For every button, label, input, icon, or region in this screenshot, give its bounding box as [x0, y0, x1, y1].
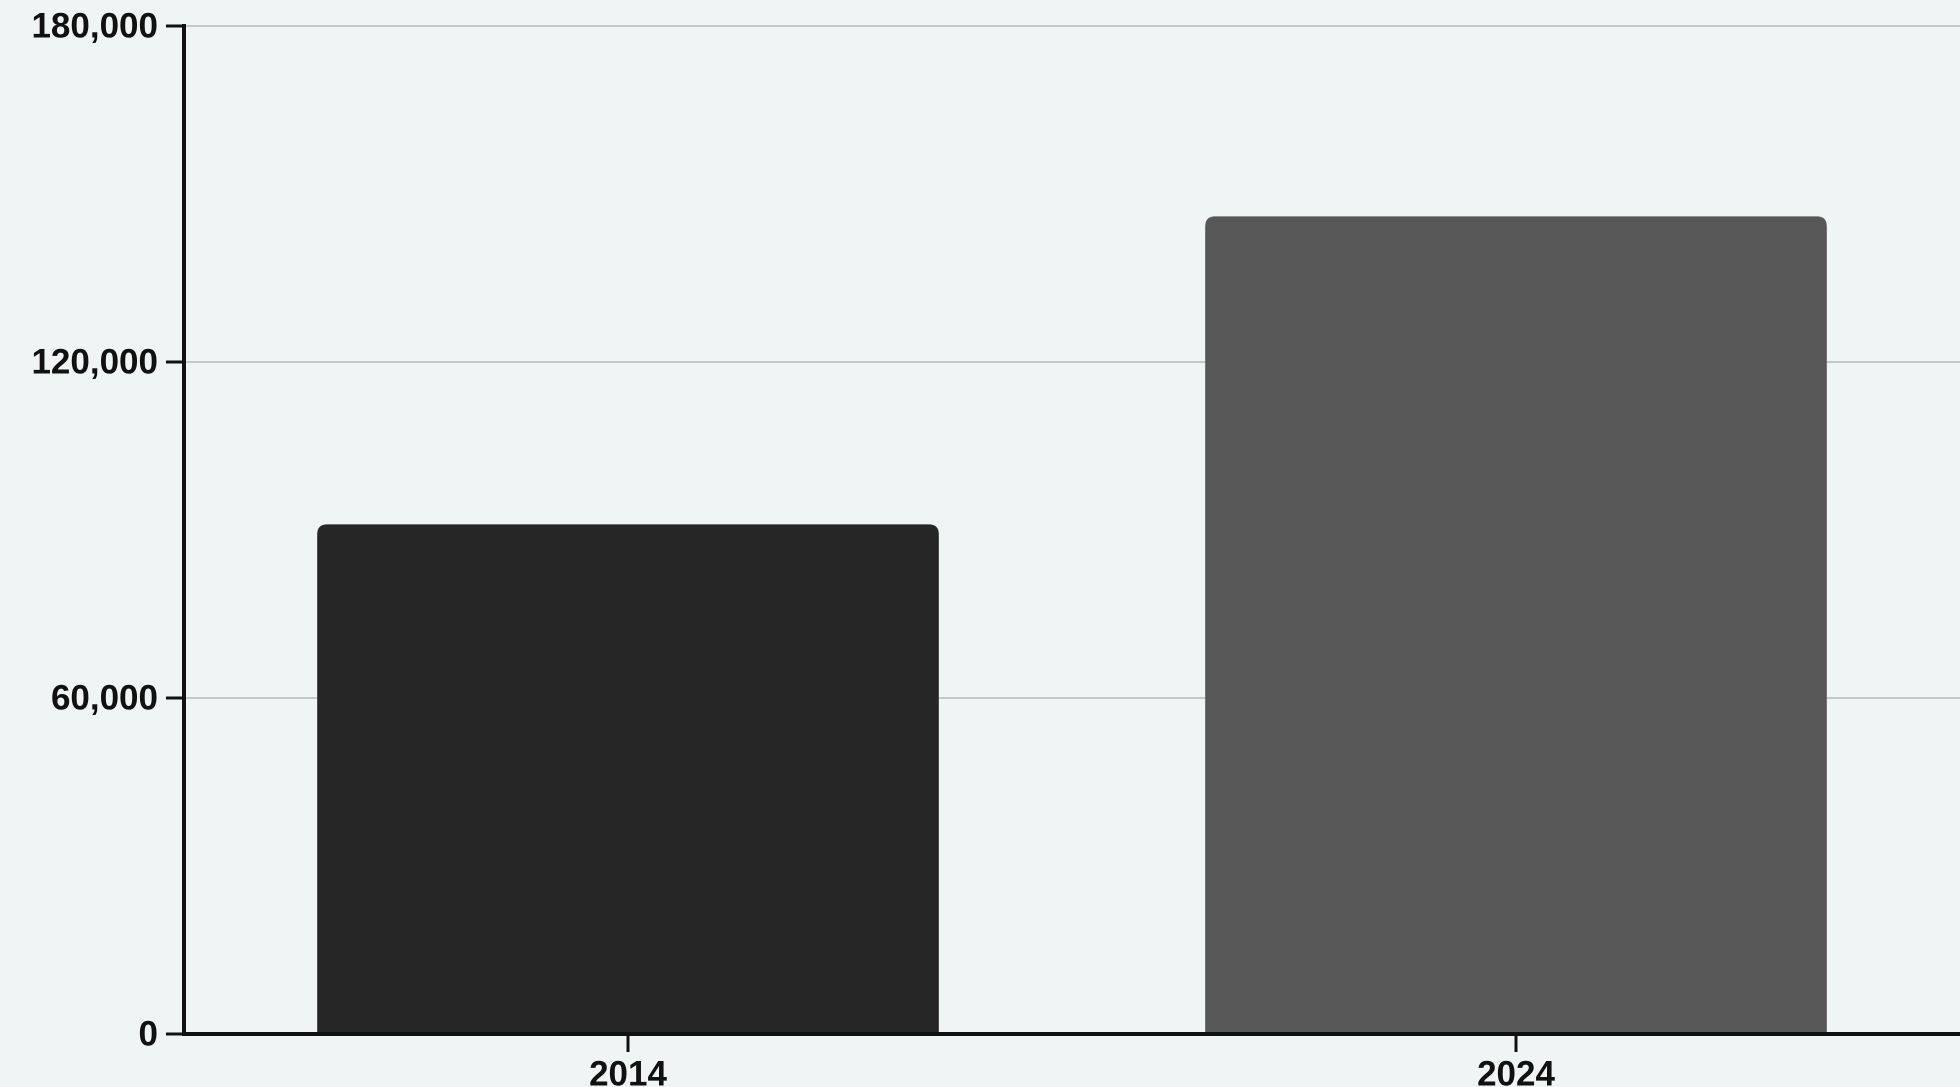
x-tick-label: 2024: [1477, 1055, 1555, 1087]
y-tick-label: 180,000: [31, 7, 158, 46]
y-tick-label: 120,000: [31, 343, 158, 382]
bar-2024: [1205, 216, 1827, 1034]
y-tick-label: 60,000: [51, 679, 158, 718]
tick-labels: 0 60,000 120,000 180,000 2014 2024: [31, 7, 1555, 1087]
axes: [166, 24, 1960, 1052]
bar-2014: [317, 524, 939, 1034]
x-tick-label: 2014: [589, 1055, 667, 1087]
y-tick-label: 0: [139, 1015, 158, 1054]
bars: [317, 216, 1827, 1034]
